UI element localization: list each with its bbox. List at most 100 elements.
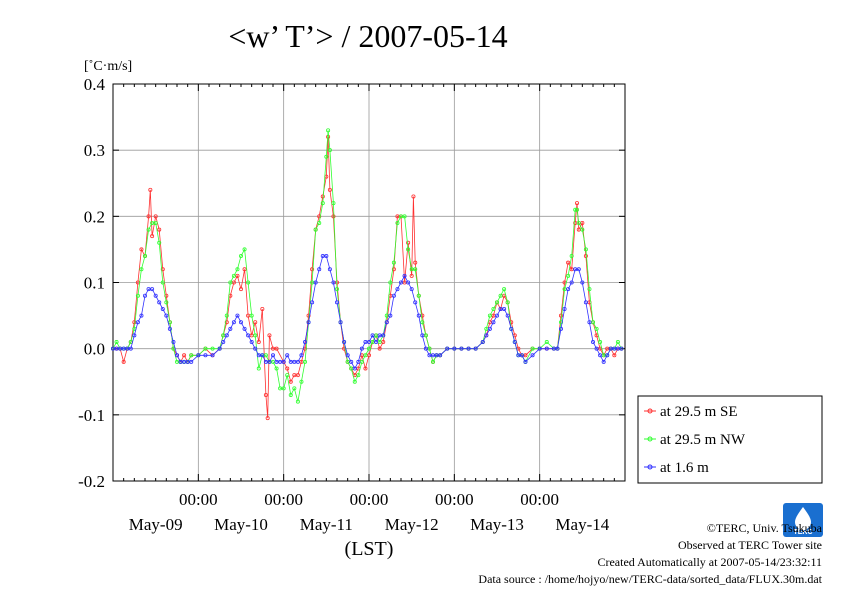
data-point — [587, 287, 592, 292]
data-point — [413, 300, 418, 305]
data-point — [487, 313, 492, 318]
x-time-label: 00:00 — [179, 490, 218, 509]
data-point — [267, 333, 272, 338]
data-point — [519, 353, 524, 358]
data-point — [320, 194, 325, 199]
data-point — [583, 254, 588, 259]
data-point — [594, 346, 599, 351]
data-point — [566, 287, 571, 292]
data-point — [398, 280, 403, 285]
data-point — [591, 340, 596, 345]
data-point — [391, 293, 396, 298]
data-point — [580, 280, 585, 285]
y-tick-label: -0.1 — [78, 406, 105, 425]
data-point — [363, 353, 368, 358]
data-point — [253, 320, 258, 325]
data-point — [598, 340, 603, 345]
data-point — [160, 306, 165, 311]
data-point — [238, 320, 243, 325]
data-point — [576, 220, 581, 225]
x-time-label: 00:00 — [264, 490, 303, 509]
data-point — [359, 346, 364, 351]
data-point — [416, 313, 421, 318]
data-point — [160, 280, 165, 285]
data-point — [466, 346, 471, 351]
data-point — [509, 326, 514, 331]
data-point — [615, 340, 620, 345]
data-point — [164, 313, 169, 318]
data-point — [544, 346, 549, 351]
x-axis-label: (LST) — [345, 538, 394, 560]
data-point — [491, 320, 496, 325]
data-point — [569, 280, 574, 285]
data-point — [189, 359, 194, 364]
data-point — [157, 300, 162, 305]
logo-text: TERC — [793, 529, 812, 536]
data-point — [210, 353, 215, 358]
data-point — [370, 333, 375, 338]
data-point — [231, 320, 236, 325]
data-point — [274, 366, 279, 371]
data-point — [505, 313, 510, 318]
data-point — [167, 326, 172, 331]
data-point — [285, 353, 290, 358]
data-point — [270, 353, 275, 358]
data-point — [242, 267, 247, 272]
data-point — [285, 366, 290, 371]
data-point — [338, 320, 343, 325]
data-point — [274, 346, 279, 351]
data-point — [409, 287, 414, 292]
data-point — [281, 359, 286, 364]
data-point — [356, 373, 361, 378]
data-point — [544, 340, 549, 345]
series-0 — [111, 134, 624, 421]
data-point — [157, 240, 162, 245]
data-point — [438, 353, 443, 358]
data-point — [224, 313, 229, 318]
data-point — [224, 333, 229, 338]
x-date-label: May-12 — [385, 515, 439, 534]
credit-site: Observed at TERC Tower site — [677, 538, 822, 552]
data-point — [174, 353, 179, 358]
y-tick-label: 0.4 — [84, 75, 106, 94]
data-point — [139, 267, 144, 272]
data-point — [203, 346, 208, 351]
legend-box — [637, 395, 823, 484]
data-point — [352, 366, 357, 371]
data-point — [580, 227, 585, 232]
terc-logo: TERC — [783, 503, 823, 542]
series-line — [113, 136, 622, 419]
data-point — [182, 353, 187, 358]
data-point — [334, 287, 339, 292]
data-point — [317, 220, 322, 225]
data-point — [146, 227, 151, 232]
data-point — [413, 260, 418, 265]
data-point — [327, 148, 332, 153]
data-point — [406, 240, 411, 245]
x-date-label: May-14 — [555, 515, 609, 534]
chart-title: <w’ T’> / 2007-05-14 — [228, 18, 507, 54]
credit-copyright: ©TERC, Univ. Tsukuba — [706, 521, 822, 535]
data-point — [575, 201, 580, 206]
data-point — [265, 416, 270, 421]
legend-marker — [647, 436, 653, 442]
data-point — [334, 300, 339, 305]
data-point — [406, 247, 411, 252]
data-point — [559, 313, 564, 318]
data-point — [196, 353, 201, 358]
data-point — [566, 273, 571, 278]
data-point — [295, 373, 300, 378]
data-point — [217, 346, 222, 351]
data-point — [583, 247, 588, 252]
data-point — [601, 359, 606, 364]
data-point — [559, 326, 564, 331]
data-point — [132, 333, 137, 338]
data-point — [494, 313, 499, 318]
data-point — [150, 287, 155, 292]
data-point — [153, 220, 158, 225]
data-point — [576, 267, 581, 272]
data-point — [228, 280, 233, 285]
data-point — [391, 260, 396, 265]
data-point — [242, 326, 247, 331]
data-point — [285, 373, 290, 378]
